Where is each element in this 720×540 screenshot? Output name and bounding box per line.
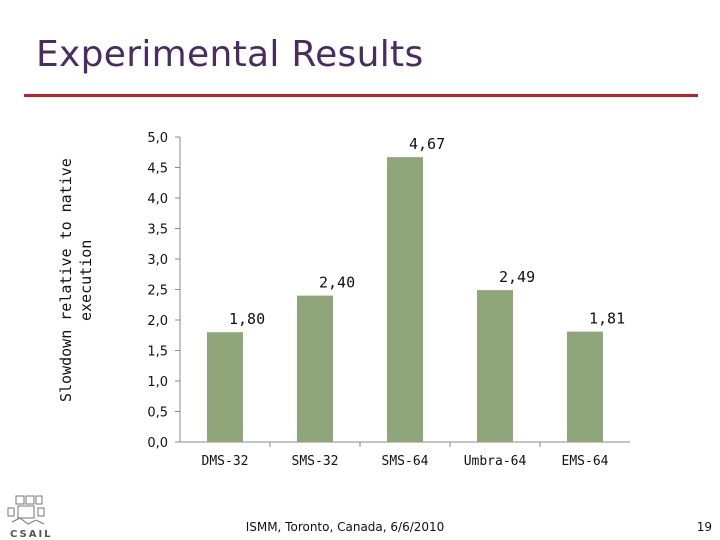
- y-tick-label: 0,5: [147, 406, 168, 421]
- y-tick-label: 0,0: [147, 436, 168, 451]
- x-tick-label: SMS-32: [292, 454, 339, 469]
- y-tick-label: 3,0: [147, 253, 168, 268]
- x-tick-label: EMS-64: [562, 454, 609, 469]
- data-label: 1,80: [229, 310, 265, 328]
- x-tick-label: DMS-32: [202, 454, 249, 469]
- csail-logo: CSAIL: [7, 495, 53, 540]
- x-tick-label: Umbra-64: [464, 454, 527, 469]
- logo-text: CSAIL: [10, 529, 53, 540]
- bar: [207, 332, 243, 442]
- bar: [567, 331, 603, 442]
- bar: [297, 295, 333, 442]
- y-tick-label: 1,5: [147, 345, 168, 360]
- y-tick-label: 5,0: [147, 131, 168, 146]
- bar: [477, 290, 513, 442]
- y-tick-label: 4,0: [147, 192, 168, 207]
- x-tick-label: SMS-64: [382, 454, 429, 469]
- title-rule: [24, 94, 698, 97]
- y-tick-label: 2,5: [147, 284, 168, 299]
- data-label: 4,67: [409, 135, 445, 153]
- slide-title: Experimental Results: [36, 34, 424, 75]
- y-tick-label: 4,5: [147, 162, 168, 177]
- page-number: 19: [696, 520, 712, 534]
- data-label: 2,40: [319, 274, 355, 292]
- footer-text: ISMM, Toronto, Canada, 6/6/2010: [245, 520, 445, 534]
- data-label: 1,81: [589, 310, 625, 328]
- y-tick-label: 1,0: [147, 375, 168, 390]
- bar: [387, 157, 423, 442]
- data-label: 2,49: [499, 268, 535, 286]
- y-tick-label: 2,0: [147, 314, 168, 329]
- y-tick-label: 3,5: [147, 223, 168, 238]
